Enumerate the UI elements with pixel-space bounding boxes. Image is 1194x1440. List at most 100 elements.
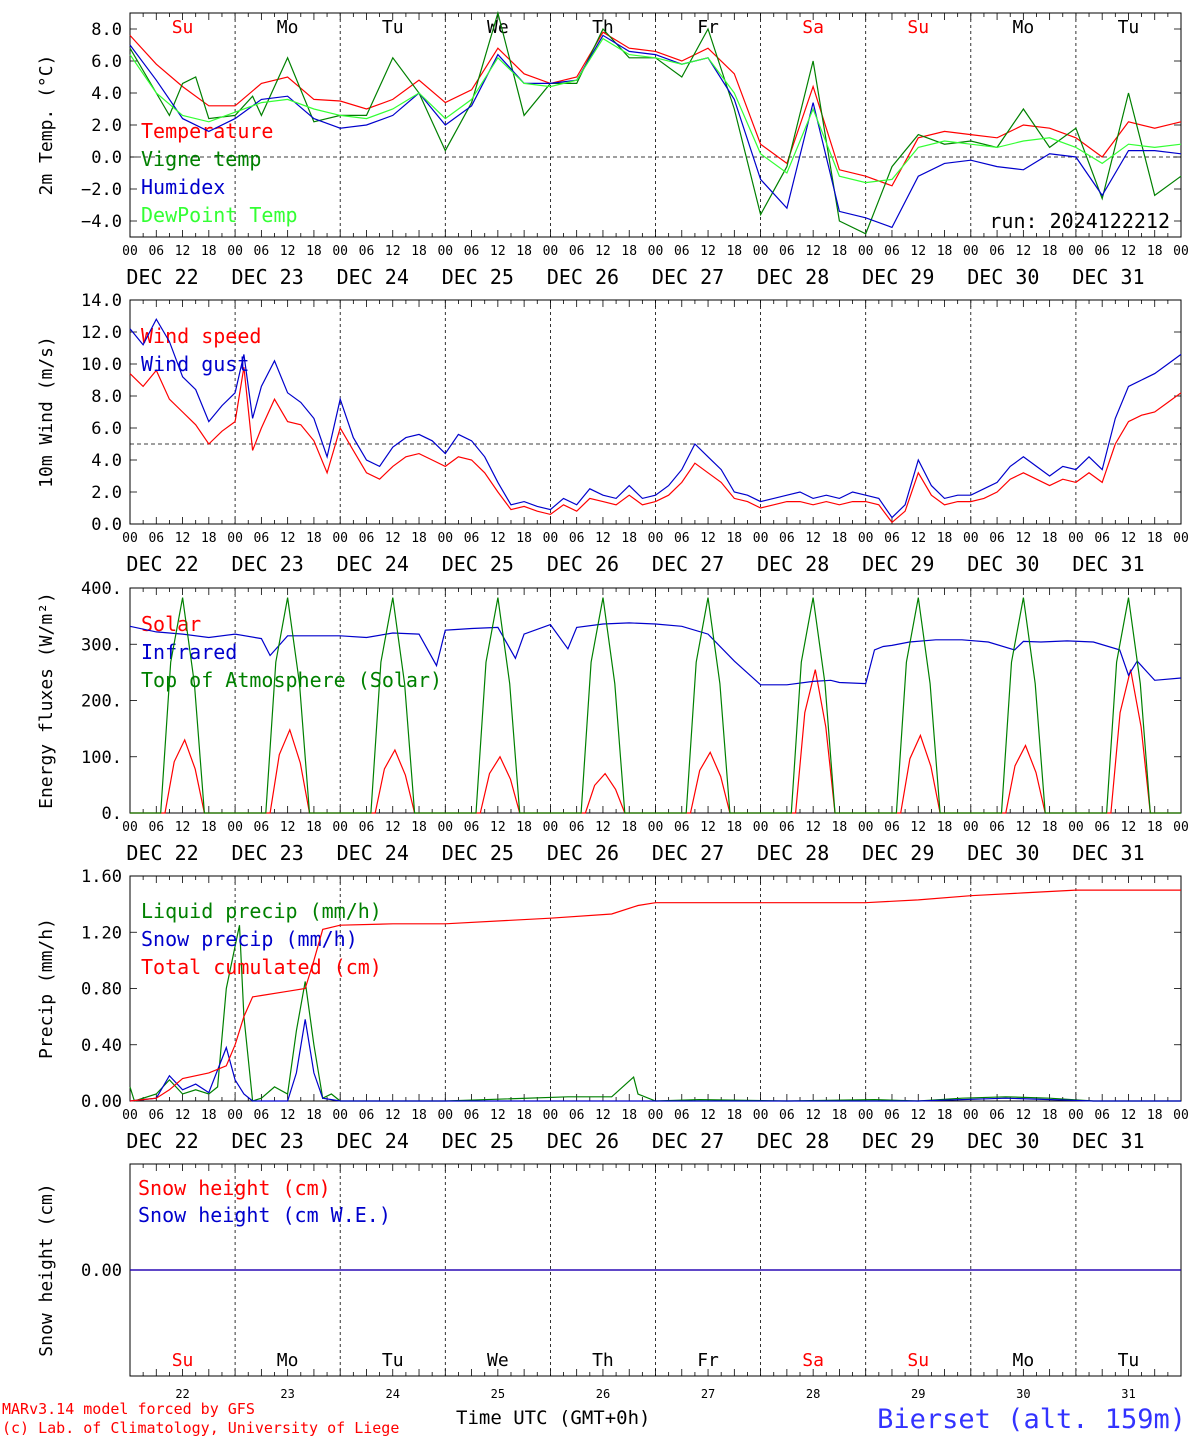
hour-tick-label: 00 xyxy=(858,244,874,259)
series-line xyxy=(129,317,1182,519)
hour-tick-label: 12 xyxy=(1121,244,1137,259)
hour-tick-label: 06 xyxy=(1094,531,1110,546)
weekday-label: Th xyxy=(592,17,614,38)
day-label: DEC 25 xyxy=(442,552,514,576)
hour-tick-label: 12 xyxy=(595,531,611,546)
hour-tick-label: 00 xyxy=(543,531,559,546)
hour-tick-label: 12 xyxy=(280,820,296,835)
hour-tick-label: 00 xyxy=(437,820,453,835)
weekday-label: Fr xyxy=(697,1350,719,1371)
weekday-label: Tu xyxy=(382,1350,404,1371)
hour-tick-label: 00 xyxy=(1068,244,1084,259)
day-label: DEC 23 xyxy=(232,841,304,865)
run-annotation: run: 2024122212 xyxy=(989,209,1170,233)
y-axis-label: Energy fluxes (W/m²) xyxy=(36,592,57,809)
legend-entry: Top of Atmosphere (Solar) xyxy=(141,668,442,692)
y-tick-label: 8.0 xyxy=(91,387,122,407)
y-tick-label: 0. xyxy=(102,804,122,824)
hour-tick-label: 12 xyxy=(490,531,506,546)
legend-entry: Vigne temp xyxy=(141,147,261,171)
hour-tick-label: 12 xyxy=(910,1108,926,1123)
weekday-label: Mo xyxy=(277,1350,299,1371)
x-axis-title: Time UTC (GMT+0h) xyxy=(456,1407,651,1429)
hour-tick-label: 12 xyxy=(1121,820,1137,835)
day-label: DEC 27 xyxy=(652,265,724,289)
hour-tick-label: 06 xyxy=(779,1108,795,1123)
hour-tick-label: 12 xyxy=(1121,1108,1137,1123)
hour-tick-label: 00 xyxy=(1173,244,1189,259)
hour-tick-label: 18 xyxy=(201,531,217,546)
day-label: DEC 22 xyxy=(126,265,198,289)
day-number-label: 28 xyxy=(806,1387,820,1401)
hour-tick-label: 12 xyxy=(700,820,716,835)
day-number-label: 24 xyxy=(386,1387,400,1401)
day-label: DEC 26 xyxy=(547,1129,619,1153)
hour-tick-label: 12 xyxy=(1016,820,1032,835)
hour-tick-label: 06 xyxy=(464,1108,480,1123)
day-label: DEC 31 xyxy=(1072,841,1144,865)
hour-tick-label: 18 xyxy=(726,531,742,546)
day-label: DEC 28 xyxy=(757,841,829,865)
y-tick-label: 100. xyxy=(81,748,122,768)
y-tick-label: 14.0 xyxy=(81,291,122,311)
hour-tick-label: 06 xyxy=(569,531,585,546)
hour-tick-label: 06 xyxy=(779,244,795,259)
hour-tick-label: 18 xyxy=(306,1108,322,1123)
series-line xyxy=(129,889,1181,1102)
hour-tick-label: 06 xyxy=(1094,820,1110,835)
weekday-label: Su xyxy=(172,1350,194,1371)
hour-tick-label: 12 xyxy=(1016,244,1032,259)
hour-tick-label: 18 xyxy=(1042,820,1058,835)
hour-tick-label: 12 xyxy=(385,244,401,259)
day-number-label: 27 xyxy=(701,1387,715,1401)
weekday-label: Fr xyxy=(697,17,719,38)
hour-tick-label: 00 xyxy=(437,1108,453,1123)
day-number-label: 23 xyxy=(280,1387,294,1401)
hour-tick-label: 12 xyxy=(805,244,821,259)
hour-tick-label: 18 xyxy=(1147,244,1163,259)
day-label: DEC 24 xyxy=(337,552,409,576)
y-tick-label: 0.00 xyxy=(81,1092,122,1112)
day-label: DEC 23 xyxy=(232,552,304,576)
day-label: DEC 29 xyxy=(862,841,934,865)
hour-tick-label: 06 xyxy=(254,820,270,835)
hour-tick-label: 18 xyxy=(621,1108,637,1123)
hour-tick-label: 18 xyxy=(411,244,427,259)
hour-tick-label: 18 xyxy=(411,820,427,835)
y-tick-label: 4.0 xyxy=(91,451,122,471)
legend-entry: Wind gust xyxy=(141,352,249,376)
hour-tick-label: 00 xyxy=(332,244,348,259)
hour-tick-label: 12 xyxy=(175,1108,191,1123)
weekday-label: Mo xyxy=(1013,1350,1035,1371)
legend-entry: Snow height (cm) xyxy=(138,1176,331,1200)
hour-tick-label: 06 xyxy=(989,1108,1005,1123)
day-label: DEC 27 xyxy=(652,841,724,865)
hour-tick-label: 06 xyxy=(989,820,1005,835)
hour-tick-label: 18 xyxy=(1042,531,1058,546)
hour-tick-label: 18 xyxy=(937,244,953,259)
day-number-label: 22 xyxy=(175,1387,189,1401)
day-label: DEC 22 xyxy=(126,841,198,865)
weekday-label: Sa xyxy=(802,1350,824,1371)
day-label: DEC 23 xyxy=(232,1129,304,1153)
day-label: DEC 26 xyxy=(547,841,619,865)
hour-tick-label: 18 xyxy=(937,1108,953,1123)
hour-tick-label: 00 xyxy=(1068,820,1084,835)
hour-tick-label: 00 xyxy=(227,244,243,259)
hour-tick-label: 12 xyxy=(805,820,821,835)
lab-credit: (c) Lab. of Climatology, University of L… xyxy=(2,1419,400,1437)
series-line xyxy=(129,925,1181,1102)
hour-tick-label: 00 xyxy=(648,1108,664,1123)
hour-tick-label: 00 xyxy=(858,820,874,835)
weekday-label: Tu xyxy=(1118,17,1140,38)
hour-tick-label: 18 xyxy=(1042,244,1058,259)
hour-tick-label: 06 xyxy=(148,820,164,835)
hour-tick-label: 06 xyxy=(779,820,795,835)
hour-tick-label: 00 xyxy=(648,244,664,259)
hour-tick-label: 12 xyxy=(1121,531,1137,546)
day-number-label: 29 xyxy=(911,1387,925,1401)
model-credit: MARv3.14 model forced by GFS xyxy=(2,1400,255,1418)
weekday-label: Mo xyxy=(1013,17,1035,38)
day-label: DEC 30 xyxy=(967,1129,1039,1153)
hour-tick-label: 00 xyxy=(122,1108,138,1123)
